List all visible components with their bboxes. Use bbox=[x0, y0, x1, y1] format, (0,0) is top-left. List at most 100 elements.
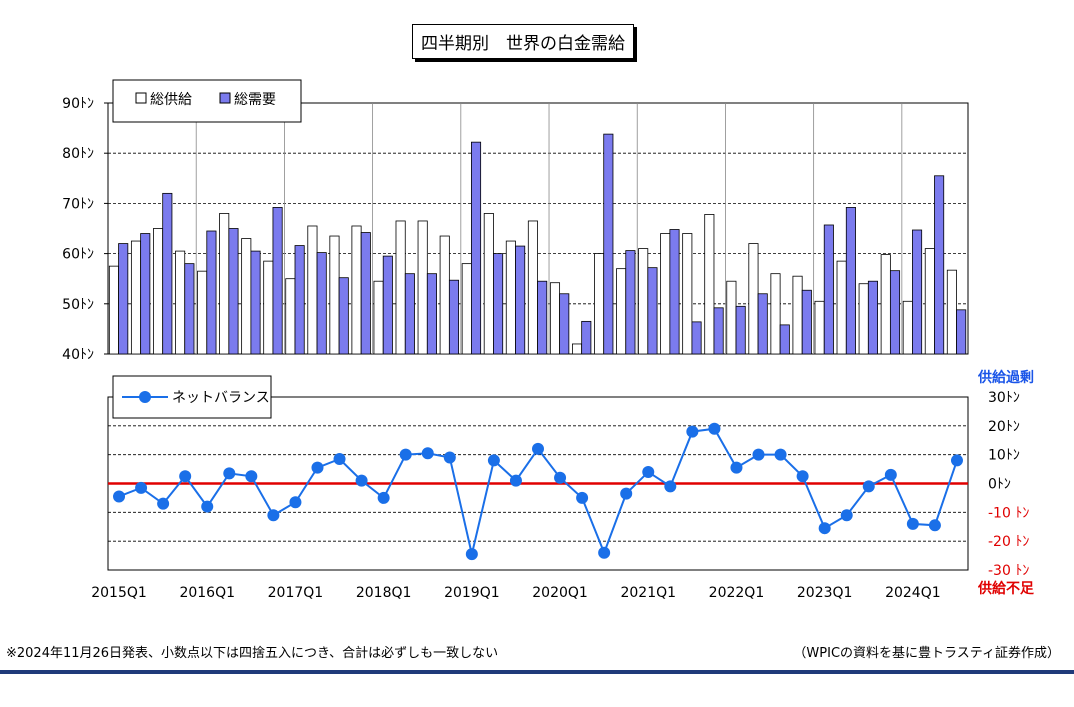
supply-bar bbox=[527, 220, 538, 355]
net-balance-point bbox=[532, 442, 544, 455]
line-ytick-label: 0ﾄﾝ bbox=[988, 477, 1011, 493]
bar-ytick-label: 40ﾄﾝ bbox=[62, 347, 94, 363]
demand-bar bbox=[228, 228, 239, 355]
supply-bar bbox=[858, 283, 869, 355]
supply-bar bbox=[814, 300, 825, 355]
net-balance-point bbox=[862, 480, 875, 493]
supply-bar bbox=[285, 278, 296, 355]
demand-bar bbox=[867, 280, 878, 355]
supply-bar bbox=[483, 213, 494, 355]
supply-bar bbox=[726, 280, 737, 355]
line-ytick-label: 20ﾄﾝ bbox=[988, 419, 1020, 435]
supply-bar bbox=[880, 254, 891, 355]
demand-bar bbox=[250, 250, 261, 355]
net-balance-point bbox=[620, 487, 633, 500]
supply-bar bbox=[307, 225, 318, 355]
footer-rule bbox=[0, 670, 1074, 674]
supply-bar bbox=[792, 275, 803, 355]
demand-bar bbox=[735, 305, 746, 355]
supply-bar bbox=[704, 214, 715, 355]
demand-bar bbox=[360, 232, 371, 355]
demand-bar bbox=[603, 133, 614, 355]
supply-bar bbox=[373, 280, 384, 355]
net-balance-point bbox=[554, 471, 567, 484]
demand-bar bbox=[647, 267, 658, 355]
supply-bar bbox=[175, 250, 186, 355]
demand-bar bbox=[404, 273, 415, 355]
x-tick-label: 2017Q1 bbox=[268, 585, 324, 601]
line-ytick-label: -20 ﾄﾝ bbox=[988, 534, 1029, 550]
x-tick-label: 2015Q1 bbox=[91, 585, 147, 601]
net-balance-point bbox=[928, 519, 941, 532]
bar-ytick-label: 70ﾄﾝ bbox=[62, 196, 94, 212]
demand-bar bbox=[559, 293, 570, 355]
demand-bar bbox=[823, 224, 834, 355]
demand-bar bbox=[889, 270, 901, 355]
supply-bar bbox=[130, 240, 142, 355]
demand-bar bbox=[691, 321, 702, 355]
footnote: ※2024年11月26日発表、小数点以下は四捨五入につき、合計は必ずしも一致しな… bbox=[6, 646, 499, 661]
demand-bar bbox=[118, 243, 129, 355]
supply-bar bbox=[439, 235, 450, 355]
net-balance-point bbox=[223, 467, 236, 480]
net-balance-point bbox=[818, 522, 831, 535]
net-balance-point bbox=[950, 454, 963, 467]
net-balance-point bbox=[377, 491, 390, 504]
supply-bar bbox=[461, 263, 472, 355]
supply-bar bbox=[417, 220, 428, 355]
net-balance-point bbox=[113, 490, 126, 503]
demand-bar bbox=[382, 255, 393, 355]
net-balance-point bbox=[664, 480, 677, 493]
net-balance-point bbox=[686, 425, 699, 438]
supply-legend-label: 総供給 bbox=[150, 92, 192, 108]
net-balance-point bbox=[752, 448, 765, 461]
supply-bar bbox=[902, 300, 913, 355]
deficit-label: 供給不足 bbox=[977, 580, 1035, 597]
net-balance-point bbox=[598, 546, 611, 559]
net-balance-point bbox=[708, 422, 721, 435]
net-balance-point bbox=[399, 448, 412, 461]
supply-bar bbox=[505, 240, 516, 355]
line-ytick-label: -30 ﾄﾝ bbox=[988, 563, 1029, 579]
x-tick-label: 2022Q1 bbox=[709, 585, 765, 601]
chart-title: 四半期別 世界の白金需給 bbox=[412, 24, 634, 59]
supply-bar bbox=[197, 270, 208, 355]
net-balance-point bbox=[443, 451, 456, 464]
demand-bar bbox=[140, 233, 151, 355]
supply-bar bbox=[572, 343, 583, 355]
supply-bar bbox=[153, 228, 164, 355]
supply-legend-swatch bbox=[135, 92, 147, 104]
demand-bar bbox=[272, 207, 283, 355]
net-balance-point bbox=[576, 491, 589, 504]
net-balance-point bbox=[333, 452, 346, 465]
line-ytick-label: 30ﾄﾝ bbox=[988, 390, 1020, 406]
demand-bar bbox=[801, 289, 812, 355]
net-balance-point bbox=[421, 447, 434, 460]
supply-bar bbox=[748, 243, 759, 355]
supply-bar bbox=[263, 260, 274, 355]
demand-legend-swatch bbox=[219, 92, 231, 104]
net-balance-point bbox=[179, 470, 192, 483]
demand-bar bbox=[294, 245, 305, 355]
net-balance-point bbox=[796, 470, 809, 483]
demand-bar bbox=[426, 273, 437, 355]
demand-bar bbox=[471, 141, 482, 355]
supply-bar bbox=[241, 238, 252, 355]
demand-bar bbox=[515, 245, 526, 355]
net-balance-point bbox=[487, 454, 500, 467]
demand-bar bbox=[956, 309, 967, 355]
demand-bar bbox=[934, 175, 945, 355]
supply-bar bbox=[946, 269, 957, 355]
demand-bar bbox=[184, 263, 195, 355]
supply-bar bbox=[924, 248, 935, 355]
supply-bar bbox=[682, 233, 693, 355]
net-balance-point bbox=[884, 468, 897, 481]
x-tick-label: 2016Q1 bbox=[179, 585, 235, 601]
supply-bar bbox=[549, 282, 561, 355]
net-balance-point bbox=[157, 497, 170, 510]
net-balance-point bbox=[267, 509, 280, 522]
demand-bar bbox=[713, 307, 724, 355]
net-balance-point bbox=[311, 461, 324, 474]
net-balance-point bbox=[509, 474, 522, 487]
supply-bar bbox=[329, 235, 340, 355]
